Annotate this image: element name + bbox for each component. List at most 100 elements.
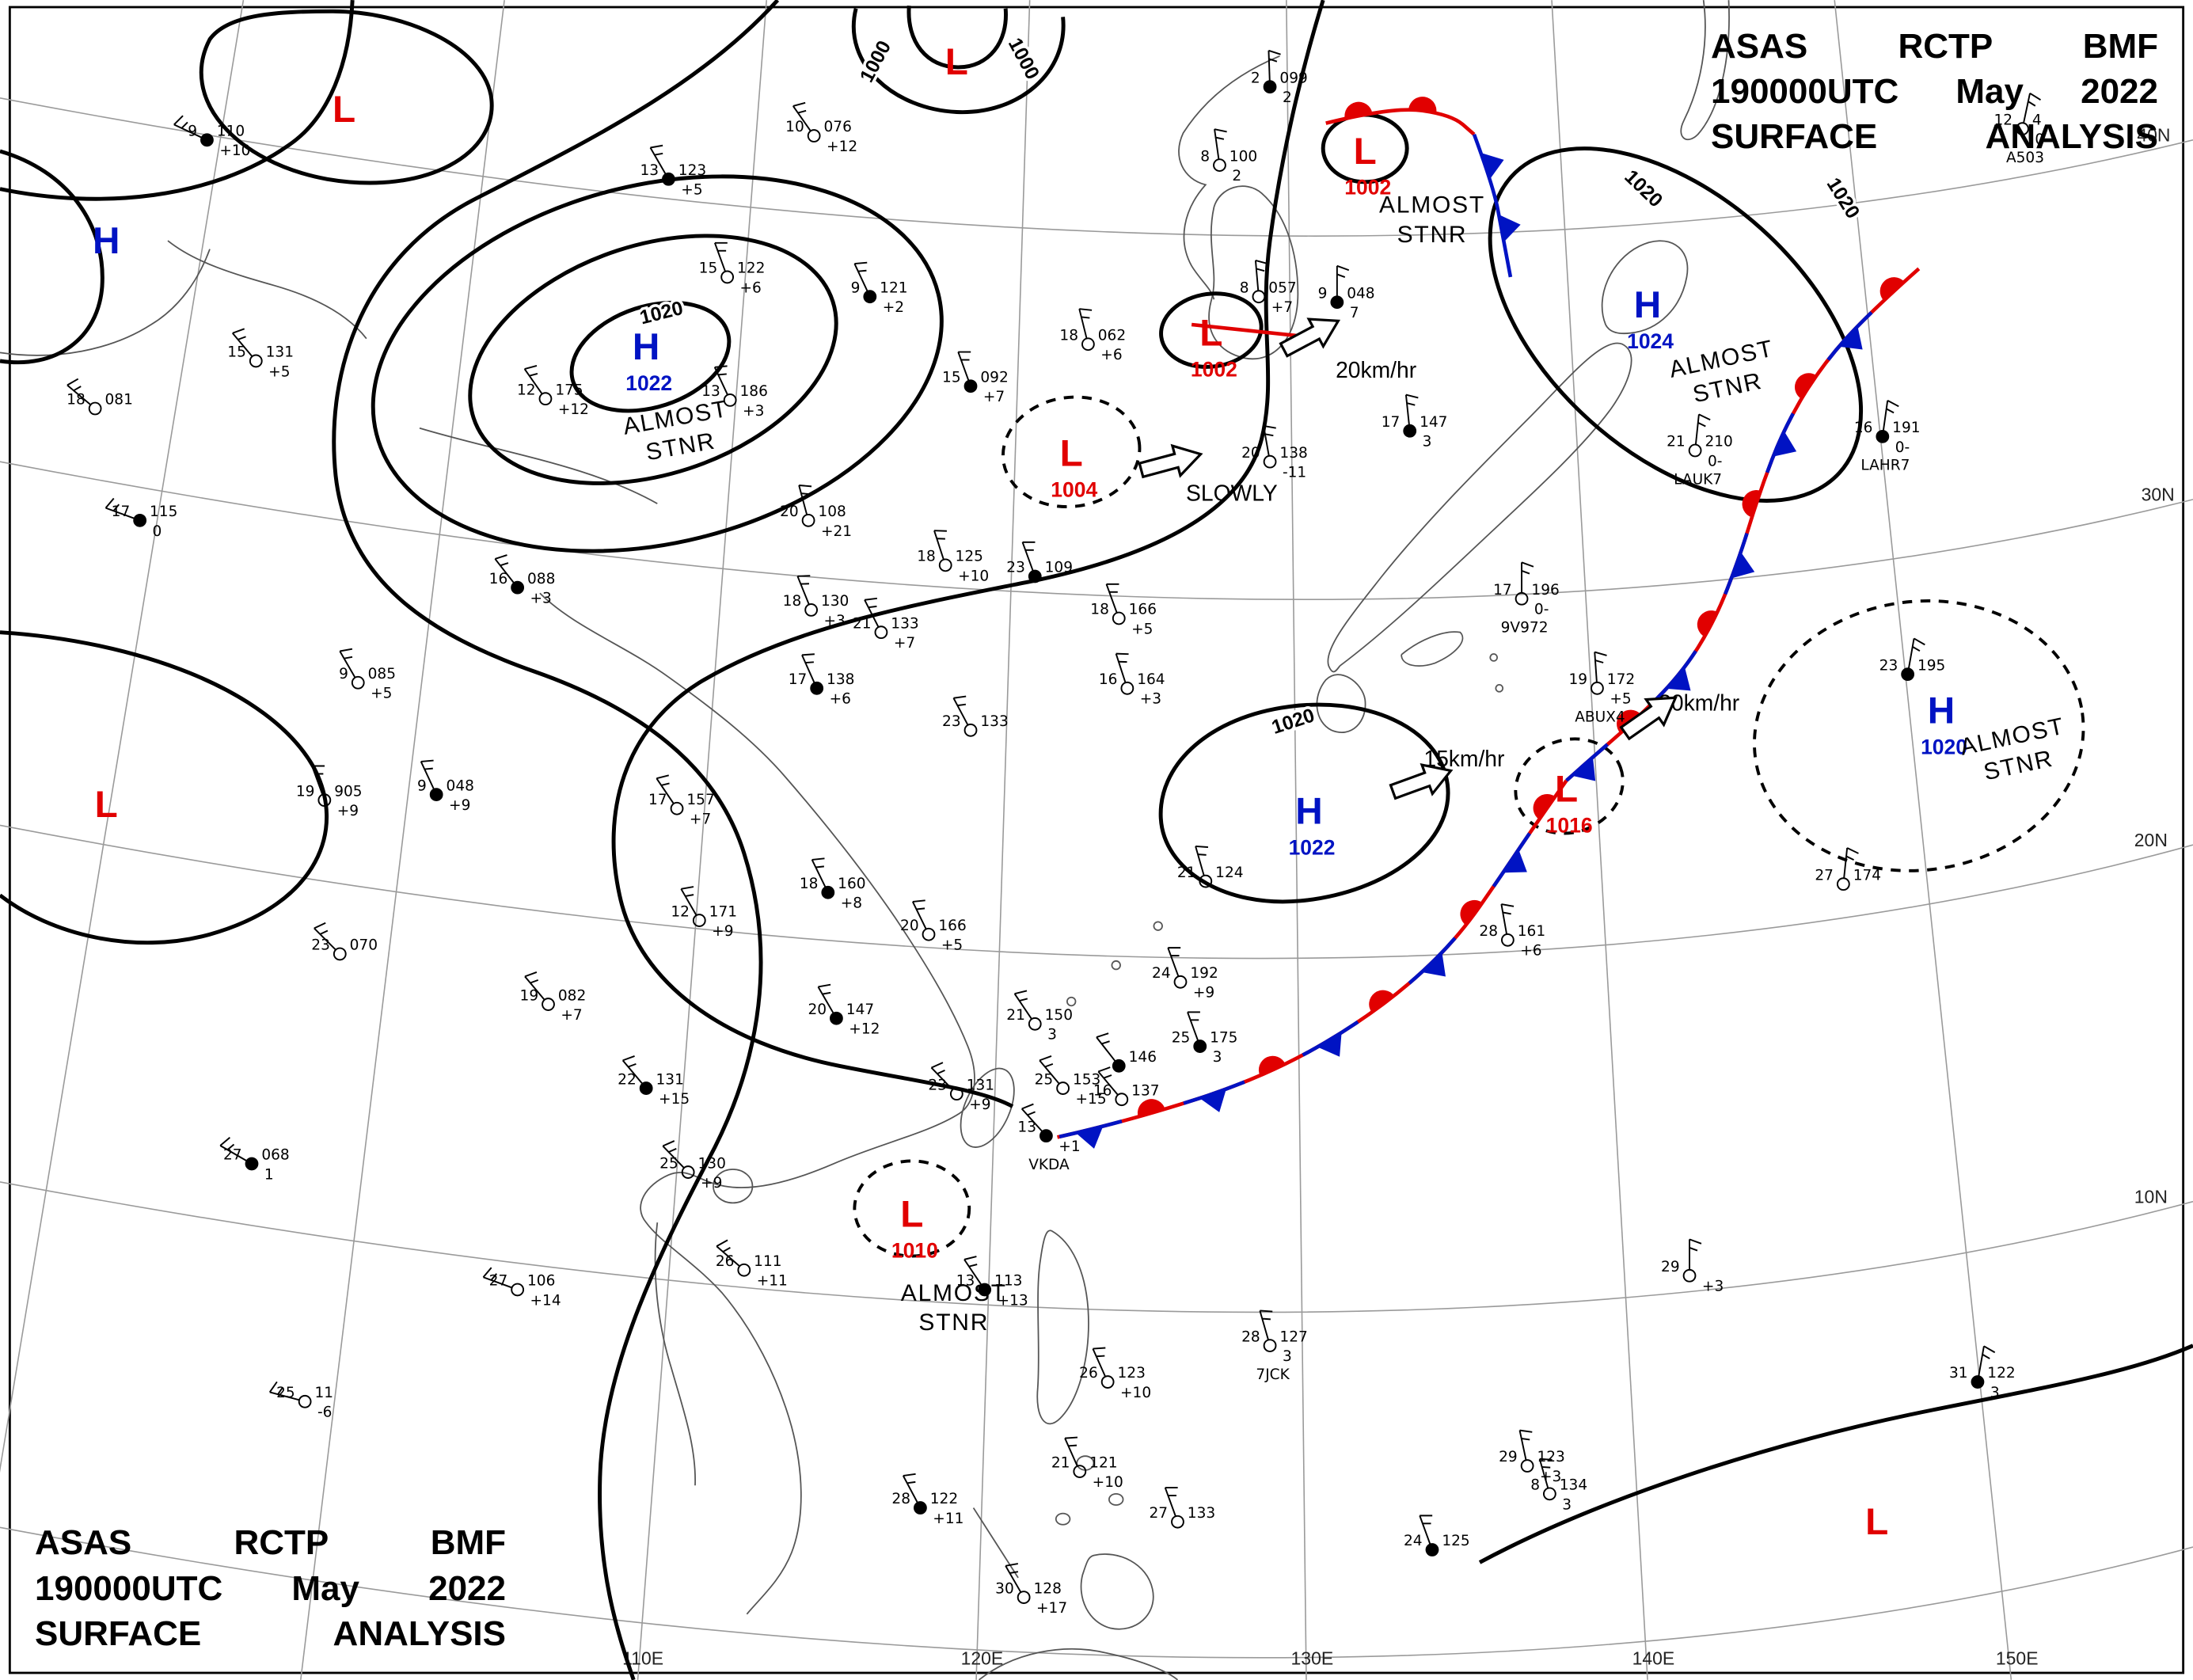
center-pressure-value: 1024: [1627, 329, 1674, 353]
station-temperature: 16: [1093, 1082, 1112, 1099]
wind-barb-shaft: [853, 263, 868, 292]
wind-barb-shaft: [1907, 638, 1915, 669]
wind-barb-feather: [1255, 259, 1268, 264]
wind-barb-feather: [1260, 1309, 1273, 1313]
station-plot: 16 191 0- LAHR7: [1854, 399, 1921, 474]
wind-barb-shaft: [232, 333, 253, 357]
coastline: [1208, 185, 1299, 360]
motion-note-line: ALMOST: [1379, 192, 1485, 219]
station-temperature: 2: [1251, 70, 1260, 86]
coastline: [1601, 240, 1689, 335]
station-plot: 20 166 +5: [900, 899, 967, 954]
station-tendency: +10: [219, 143, 250, 159]
station-temperature: 10: [785, 119, 804, 135]
station-pressure: 196: [1531, 582, 1559, 599]
station-pressure: 048: [447, 777, 474, 794]
station-temperature: 9: [851, 279, 861, 296]
station-plot: 21 121 +10: [1051, 1436, 1123, 1491]
station-tendency: +10: [958, 568, 989, 584]
coastline: [1178, 55, 1280, 300]
cold-front-line: [1472, 133, 1513, 278]
station-plot: 23 131 +9: [928, 1062, 994, 1113]
station-cloud-circle: [1112, 1059, 1126, 1073]
station-pressure: 125: [1442, 1533, 1469, 1549]
station-temperature: 15: [227, 344, 246, 361]
wind-barb-feather: [420, 759, 434, 762]
station-cloud-circle: [821, 885, 835, 899]
wind-barb-feather: [912, 899, 925, 903]
wind-barb-feather: [2028, 101, 2036, 107]
station-pressure: 131: [967, 1077, 994, 1093]
station-cloud-circle: [1403, 424, 1417, 438]
station-pressure: 099: [1279, 70, 1307, 86]
station-temperature: 16: [489, 571, 508, 587]
station-plot: 19 905 +9: [296, 765, 363, 819]
chart-title-line-1: ASAS RCTP BMF: [35, 1523, 506, 1563]
cold-front-symbol: [1422, 952, 1446, 977]
station-temperature: 8: [1240, 279, 1249, 296]
isobar-value-label: 1000: [1004, 35, 1043, 83]
wind-barb-feather: [931, 1062, 944, 1069]
motion-note: ALMOST STNR: [901, 1280, 1005, 1336]
chart-title-line-3: SURFACE ANALYSIS: [1711, 117, 2158, 157]
wind-barb-feather: [424, 767, 433, 770]
graticule-meridian: [637, 0, 767, 1680]
wind-barb-feather: [1214, 128, 1227, 133]
wind-barb-shaft: [1882, 400, 1889, 431]
cold-front-symbol: [1838, 325, 1863, 350]
station-pressure: 164: [1137, 671, 1165, 688]
station-plot: 18 160 +8: [800, 857, 866, 912]
station-tendency: -11: [1283, 465, 1306, 481]
station-callsign: VKDA: [1028, 1157, 1070, 1173]
movement-speed-label: SLOWLY: [1186, 481, 1278, 506]
pressure-center: L 1002: [1344, 131, 1391, 200]
isobar: [199, 9, 494, 185]
wind-barb-feather: [529, 373, 538, 377]
station-cloud-circle: [1056, 1081, 1070, 1095]
wind-barb-shaft: [420, 761, 435, 790]
station-temperature: 16: [1099, 671, 1118, 688]
center-pressure-value: 1016: [1546, 813, 1593, 837]
station-plot: 12 171 +9: [671, 886, 737, 940]
isobar-dashed: [853, 1159, 971, 1258]
wind-barb-shaft: [792, 105, 811, 132]
coast-layer: [0, 0, 1730, 1680]
wind-barb-shaft: [798, 485, 808, 515]
station-cloud-circle: [670, 801, 684, 815]
latitude-label: 20N: [2134, 830, 2168, 850]
station-temperature: 27: [1815, 867, 1834, 884]
station-temperature: 17: [1382, 414, 1401, 431]
wind-barb-feather: [1886, 408, 1895, 414]
wind-barb-shaft: [680, 888, 697, 916]
wind-barb-feather: [822, 991, 831, 995]
notes-layer: ALMOSTSTNRALMOSTSTNRALMOSTSTNRALMOSTSTNR…: [621, 192, 2067, 1336]
station-pressure: 122: [737, 260, 765, 277]
graticule-parallel: [0, 824, 2193, 960]
high-center-symbol: H: [633, 326, 659, 368]
station-pressure: 130: [821, 593, 849, 610]
pressure-center: H: [93, 220, 120, 262]
chart-title-line-2: 190000UTC May 2022: [1711, 72, 2158, 112]
station-plot: 25 153 +15: [1035, 1055, 1107, 1108]
low-center-symbol: L: [1555, 768, 1578, 810]
warm-front: [1325, 97, 1476, 136]
graticule-meridian: [0, 0, 245, 1473]
station-plot: 18 062 +6: [1059, 308, 1126, 363]
station-tendency: +15: [659, 1091, 690, 1108]
station-tendency: +9: [969, 1097, 990, 1113]
isobar: [371, 174, 944, 553]
station-pressure: 150: [1045, 1007, 1073, 1024]
wind-barb-feather: [500, 562, 509, 567]
pressure-center: L: [945, 41, 968, 83]
station-plot: 15 131 +5: [227, 328, 294, 380]
wind-barb-feather: [1983, 1345, 1996, 1354]
station-plot: 25 11 -6: [268, 1381, 333, 1421]
pressure-center: L: [1865, 1501, 1888, 1543]
station-tendency: +1: [1058, 1138, 1080, 1155]
coastline: [1680, 0, 1730, 140]
station-temperature: 8: [1200, 148, 1210, 165]
low-center-symbol: L: [1199, 313, 1222, 355]
station-cloud-circle: [922, 927, 936, 941]
station-pressure: 121: [1089, 1454, 1117, 1471]
station-plot: 30 128 +17: [995, 1563, 1067, 1617]
